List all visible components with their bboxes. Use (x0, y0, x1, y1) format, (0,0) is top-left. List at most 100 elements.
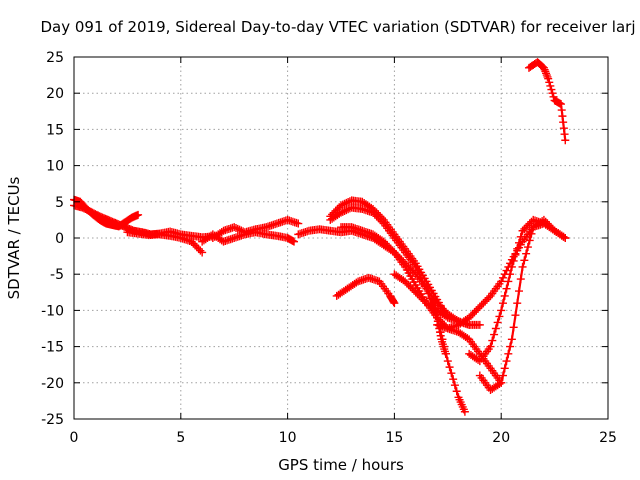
data-point (411, 288, 420, 297)
data-point (217, 227, 226, 236)
data-point (418, 295, 427, 304)
data-point (450, 381, 459, 390)
data-point (231, 223, 240, 232)
data-point (544, 74, 553, 83)
x-axis-label: GPS time / hours (278, 456, 404, 474)
data-point (523, 243, 532, 252)
x-tick-label: 25 (599, 430, 617, 446)
x-tick-label: 10 (279, 430, 297, 446)
data-point (500, 291, 509, 300)
data-point (465, 313, 474, 322)
data-point (513, 299, 522, 308)
data-point (294, 219, 303, 228)
data-point (509, 323, 518, 332)
data-point (547, 85, 556, 94)
series-sat-e (198, 228, 299, 246)
data-point (522, 223, 531, 232)
data-point (497, 378, 506, 387)
data-point (342, 206, 351, 215)
data-point (402, 279, 411, 288)
chart-title: Day 091 of 2019, Sidereal Day-to-day VTE… (41, 18, 636, 36)
data-point (433, 317, 442, 326)
data-point (506, 270, 515, 279)
data-point (466, 311, 475, 320)
data-point (372, 212, 381, 221)
y-tick-label: 20 (46, 86, 64, 102)
data-point (344, 205, 353, 214)
data-point (475, 320, 484, 329)
data-point (479, 299, 488, 308)
data-point (435, 328, 444, 337)
data-point (470, 308, 479, 317)
data-point (191, 241, 200, 250)
data-point (386, 244, 395, 253)
y-tick-label: -25 (41, 412, 64, 428)
data-point (500, 364, 509, 373)
data-point (561, 136, 570, 145)
x-tick-label: 15 (385, 430, 403, 446)
data-point (376, 215, 385, 224)
data-point (504, 349, 513, 358)
data-point (388, 246, 397, 255)
y-tick-label: 25 (46, 50, 64, 66)
series-sat-a (70, 195, 143, 231)
y-tick-label: -20 (41, 376, 64, 392)
data-point (340, 206, 349, 215)
data-point (522, 249, 531, 258)
data-point (502, 357, 511, 366)
axis-ticks: 0 5 10 15 20 25 -25 -20 -15 -10 -5 0 5 10 15 20 25 (41, 50, 617, 446)
data-point (134, 210, 143, 219)
data-point (509, 256, 518, 265)
data-point (192, 243, 201, 252)
data-point (198, 248, 207, 257)
data-point (488, 336, 497, 345)
data-point (507, 335, 516, 344)
data-point (486, 342, 495, 351)
data-point (502, 284, 511, 293)
series-sat-n (475, 215, 570, 395)
data-point (233, 224, 242, 233)
data-point (542, 69, 551, 78)
data-point (561, 234, 570, 242)
data-point (381, 239, 390, 248)
series-sat-c (123, 228, 207, 257)
data-point (189, 239, 198, 248)
data-point (447, 369, 456, 378)
data-point (482, 295, 491, 304)
data-point (497, 306, 506, 315)
series-sat-h (326, 203, 469, 416)
data-point (404, 281, 413, 290)
data-traces (70, 58, 570, 416)
data-point (547, 223, 556, 232)
y-axis-label: SDTVAR / TECUs (5, 176, 23, 299)
x-tick-label: 5 (176, 430, 185, 446)
data-point (506, 342, 515, 351)
data-point (370, 210, 379, 219)
data-point (518, 262, 527, 271)
data-point (420, 281, 429, 290)
data-point (475, 302, 484, 311)
data-point (559, 118, 568, 127)
data-point (546, 81, 555, 90)
data-point (558, 112, 567, 121)
y-tick-label: 10 (46, 159, 64, 175)
data-point (194, 244, 203, 253)
data-point (196, 246, 205, 255)
y-tick-label: 15 (46, 122, 64, 138)
data-point (338, 200, 347, 209)
data-point (422, 284, 431, 293)
data-point (433, 313, 442, 322)
data-point (541, 67, 550, 76)
data-point (491, 324, 500, 333)
y-tick-label: -5 (50, 267, 64, 283)
data-point (443, 357, 452, 366)
data-point (441, 349, 450, 358)
data-point (515, 287, 523, 296)
data-point (352, 278, 361, 287)
data-point (383, 241, 392, 250)
data-point (502, 266, 511, 275)
data-point (515, 238, 523, 247)
data-point (374, 214, 383, 223)
data-point (385, 243, 394, 252)
data-point (498, 299, 507, 308)
